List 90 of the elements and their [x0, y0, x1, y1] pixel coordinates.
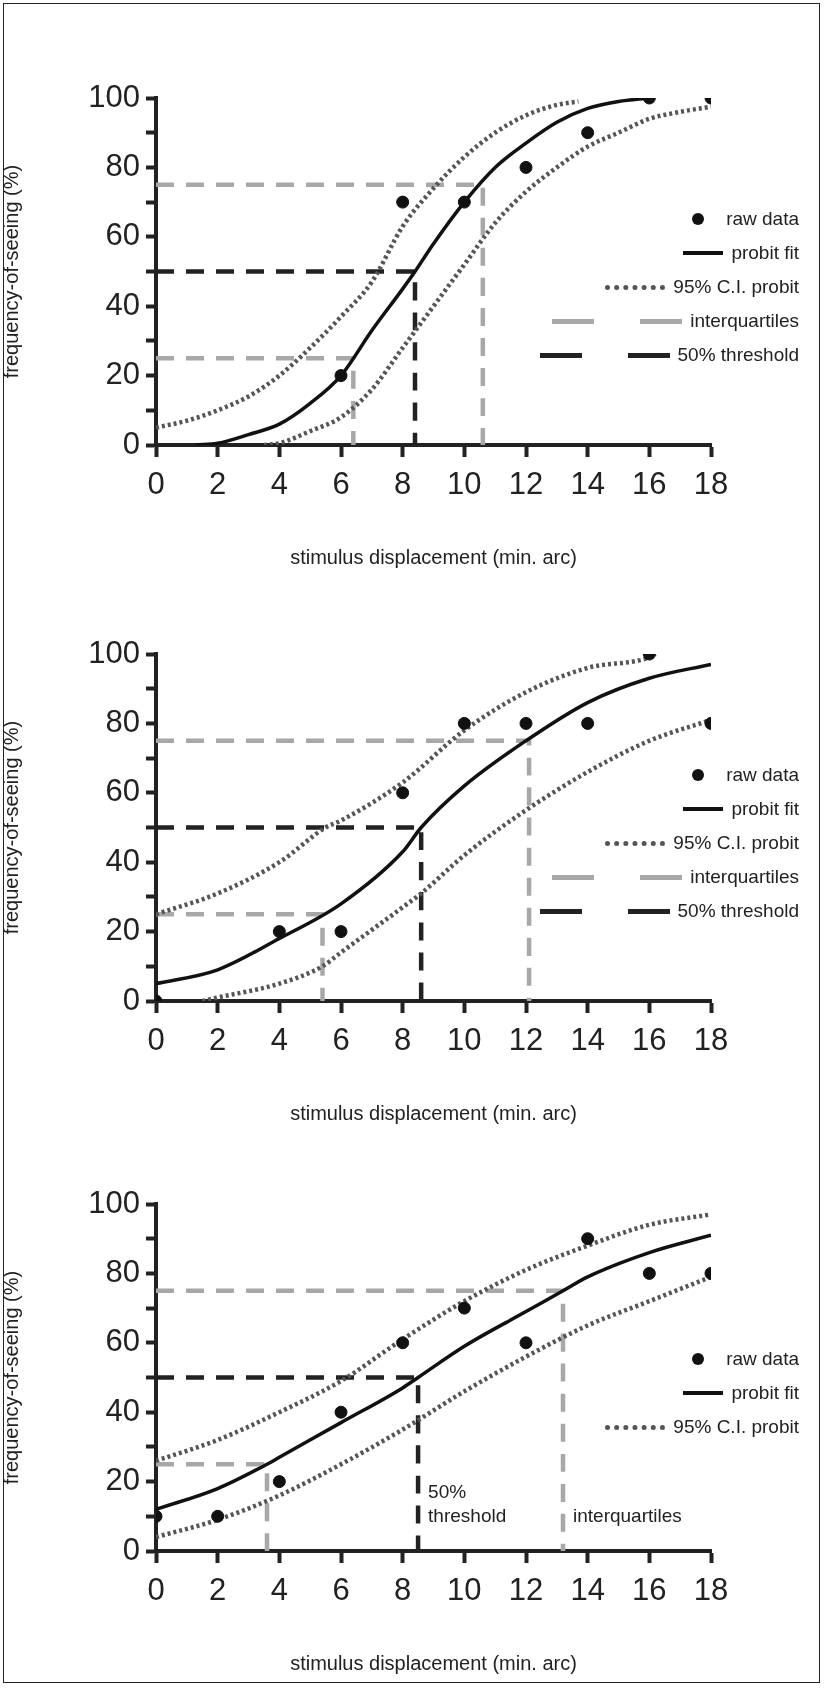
point: [272, 925, 286, 939]
point: [457, 1301, 471, 1315]
y-tick-label: 100: [88, 634, 140, 670]
x-tick-label: 6: [332, 1572, 350, 1608]
y-tick-label: 100: [88, 1184, 140, 1220]
y-tick-label: 20: [105, 1462, 140, 1498]
point: [457, 716, 471, 730]
y-tick-label: 100: [88, 78, 140, 114]
y-tick-label: 0: [122, 425, 140, 461]
y-tick-label: 80: [105, 147, 140, 183]
y-tick-label: 40: [105, 1392, 140, 1428]
x-tick-label: 18: [693, 466, 729, 502]
y-tick-label: 60: [105, 773, 140, 809]
y-tick-label: 60: [105, 1323, 140, 1359]
line-series: [156, 99, 581, 430]
point: [334, 925, 348, 939]
y-tick-label: 40: [105, 286, 140, 322]
x-tick-label: 6: [332, 1022, 350, 1058]
x-tick-label: 12: [508, 1022, 544, 1058]
x-tick-label: 4: [270, 1022, 288, 1058]
x-tick-label: 4: [270, 466, 288, 502]
legend-label: interquartiles: [690, 866, 799, 888]
legend-label: probit fit: [731, 798, 799, 820]
x-axis-title: stimulus displacement (min. arc): [290, 545, 577, 568]
point: [519, 716, 533, 730]
y-tick-label: 40: [105, 842, 140, 878]
x-axis-title: stimulus displacement (min. arc): [290, 1101, 577, 1124]
x-tick-label: 10: [447, 1022, 482, 1058]
legend-label: 95% C.I. probit: [673, 832, 799, 854]
legend-label: 50% threshold: [677, 344, 799, 366]
point: [642, 1266, 656, 1280]
point: [272, 1475, 286, 1489]
x-tick-label: 10: [447, 1572, 482, 1608]
point: [334, 369, 348, 383]
y-tick-label: 20: [105, 912, 140, 948]
legend-label: raw data: [726, 208, 799, 230]
point: [581, 1232, 595, 1246]
x-tick-label: 14: [570, 466, 605, 502]
point: [396, 1336, 410, 1350]
x-tick-label: 8: [394, 1022, 412, 1058]
x-tick-label: 16: [632, 466, 667, 502]
x-tick-label: 2: [209, 1572, 227, 1608]
legend-label: probit fit: [731, 1382, 799, 1404]
legend-label: interquartiles: [690, 310, 799, 332]
x-tick-label: 0: [147, 466, 165, 502]
x-tick-label: 12: [508, 466, 544, 502]
y-axis-title: frequency-of-seeing (%): [0, 720, 22, 935]
point: [581, 126, 595, 140]
y-axis-title: frequency-of-seeing (%): [0, 1270, 22, 1485]
point: [457, 195, 471, 209]
x-tick-label: 14: [570, 1022, 605, 1058]
line-series: [156, 1212, 711, 1464]
x-tick-label: 12: [508, 1572, 544, 1608]
x-tick-label: 8: [394, 466, 412, 502]
y-tick-label: 80: [105, 1253, 140, 1289]
x-tick-label: 2: [209, 466, 227, 502]
x-tick-label: 0: [147, 1022, 165, 1058]
legend-label: 50% threshold: [677, 900, 799, 922]
point: [396, 195, 410, 209]
x-tick-label: 4: [270, 1572, 288, 1608]
legend-label: probit fit: [731, 242, 799, 264]
x-tick-label: 8: [394, 1572, 412, 1608]
x-tick-label: 18: [693, 1022, 729, 1058]
x-tick-label: 10: [447, 466, 482, 502]
annotation: 50% threshold: [428, 1480, 507, 1528]
x-tick-label: 6: [332, 466, 350, 502]
x-tick-label: 14: [570, 1572, 605, 1608]
y-axis-title: frequency-of-seeing (%): [0, 164, 22, 379]
legend-label: 95% C.I. probit: [673, 1416, 799, 1438]
y-tick-label: 60: [105, 217, 140, 253]
y-tick-label: 0: [122, 1531, 140, 1567]
point: [519, 160, 533, 174]
x-tick-label: 16: [632, 1572, 667, 1608]
x-axis-title: stimulus displacement (min. arc): [290, 1651, 577, 1674]
y-tick-label: 80: [105, 703, 140, 739]
y-tick-label: 20: [105, 356, 140, 392]
point: [334, 1405, 348, 1419]
y-tick-label: 0: [122, 981, 140, 1017]
legend-label: raw data: [726, 1348, 799, 1370]
annotation: interquartiles: [573, 1504, 682, 1529]
x-tick-label: 16: [632, 1022, 667, 1058]
point: [519, 1336, 533, 1350]
point: [211, 1509, 225, 1523]
x-tick-label: 0: [147, 1572, 165, 1608]
point: [581, 716, 595, 730]
legend-label: 95% C.I. probit: [673, 276, 799, 298]
x-tick-label: 2: [209, 1022, 227, 1058]
legend-label: raw data: [726, 764, 799, 786]
x-tick-label: 18: [693, 1572, 729, 1608]
point: [396, 786, 410, 800]
